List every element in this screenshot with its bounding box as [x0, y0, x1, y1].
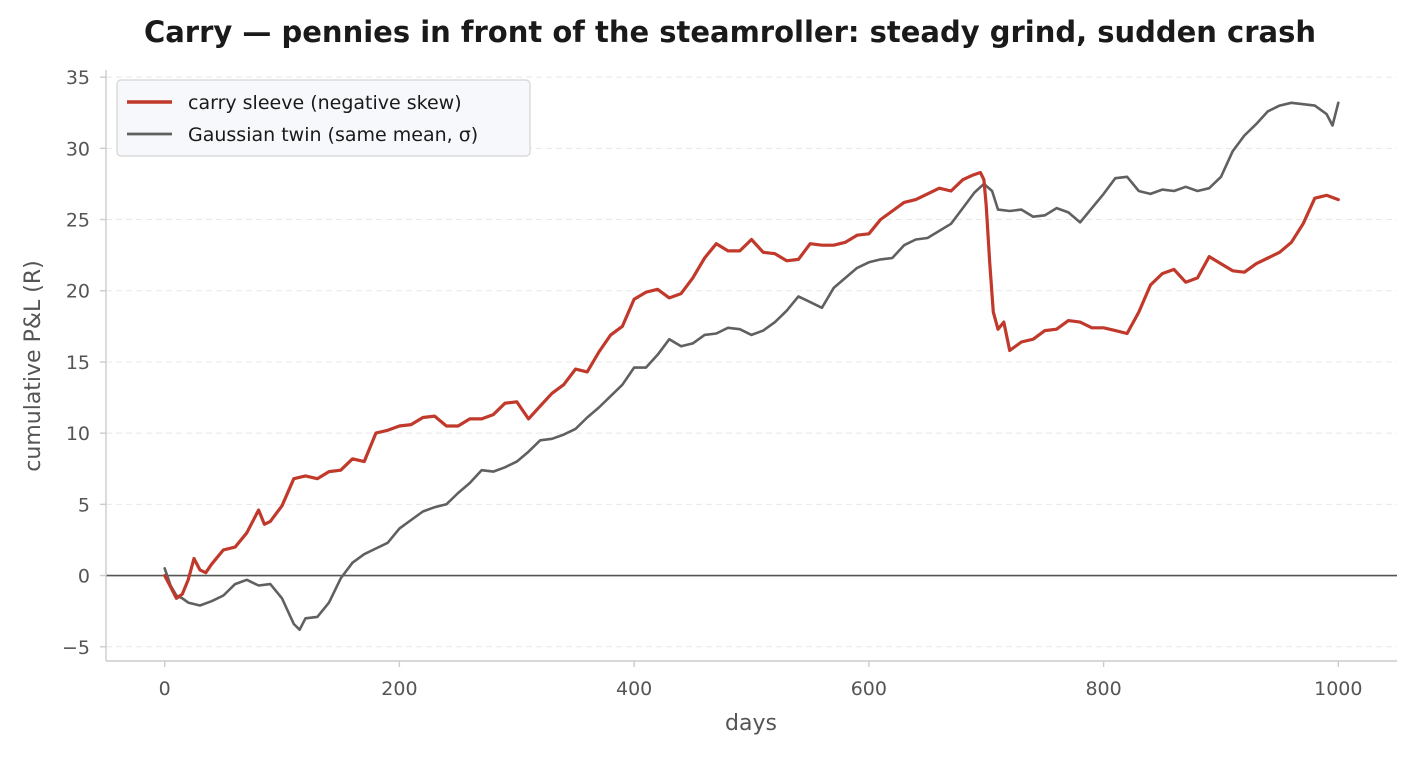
y-tick-label: 20 [66, 281, 90, 303]
x-tick-label: 0 [159, 678, 171, 700]
series-line-carry [163, 170, 1340, 600]
x-tick-label: 200 [381, 678, 417, 700]
y-tick-label: 25 [66, 210, 90, 232]
legend-box [116, 79, 531, 157]
y-axis-label: cumulative P&L (R) [21, 260, 46, 471]
x-tick-label: 600 [851, 678, 887, 700]
y-tick-label: 5 [78, 494, 90, 516]
y-tick-label: 0 [78, 566, 90, 588]
plot-series [163, 101, 1340, 631]
x-axis: 0 200 400 600 800 1000 [159, 661, 1362, 700]
y-tick-label: 35 [66, 67, 90, 89]
axes-spines [105, 70, 1397, 662]
y-tick-label: −5 [62, 637, 90, 659]
y-tick-label: 15 [66, 352, 90, 374]
x-tick-label: 400 [616, 678, 652, 700]
x-tick-label: 1000 [1314, 678, 1362, 700]
series-line-gaussian [163, 101, 1340, 631]
x-tick-label: 800 [1085, 678, 1121, 700]
gridlines [106, 76, 1397, 648]
y-axis: −5 0 5 10 15 20 25 30 35 [62, 67, 106, 659]
legend-label: carry sleeve (negative skew) [188, 92, 462, 114]
x-axis-label: days [725, 711, 777, 736]
y-tick-label: 30 [66, 138, 90, 160]
y-tick-label: 10 [66, 423, 90, 445]
legend: carry sleeve (negative skew) Gaussian twi… [116, 79, 531, 157]
legend-label: Gaussian twin (same mean, σ) [188, 124, 478, 146]
chart-title: Carry — pennies in front of the steamrol… [144, 15, 1316, 49]
